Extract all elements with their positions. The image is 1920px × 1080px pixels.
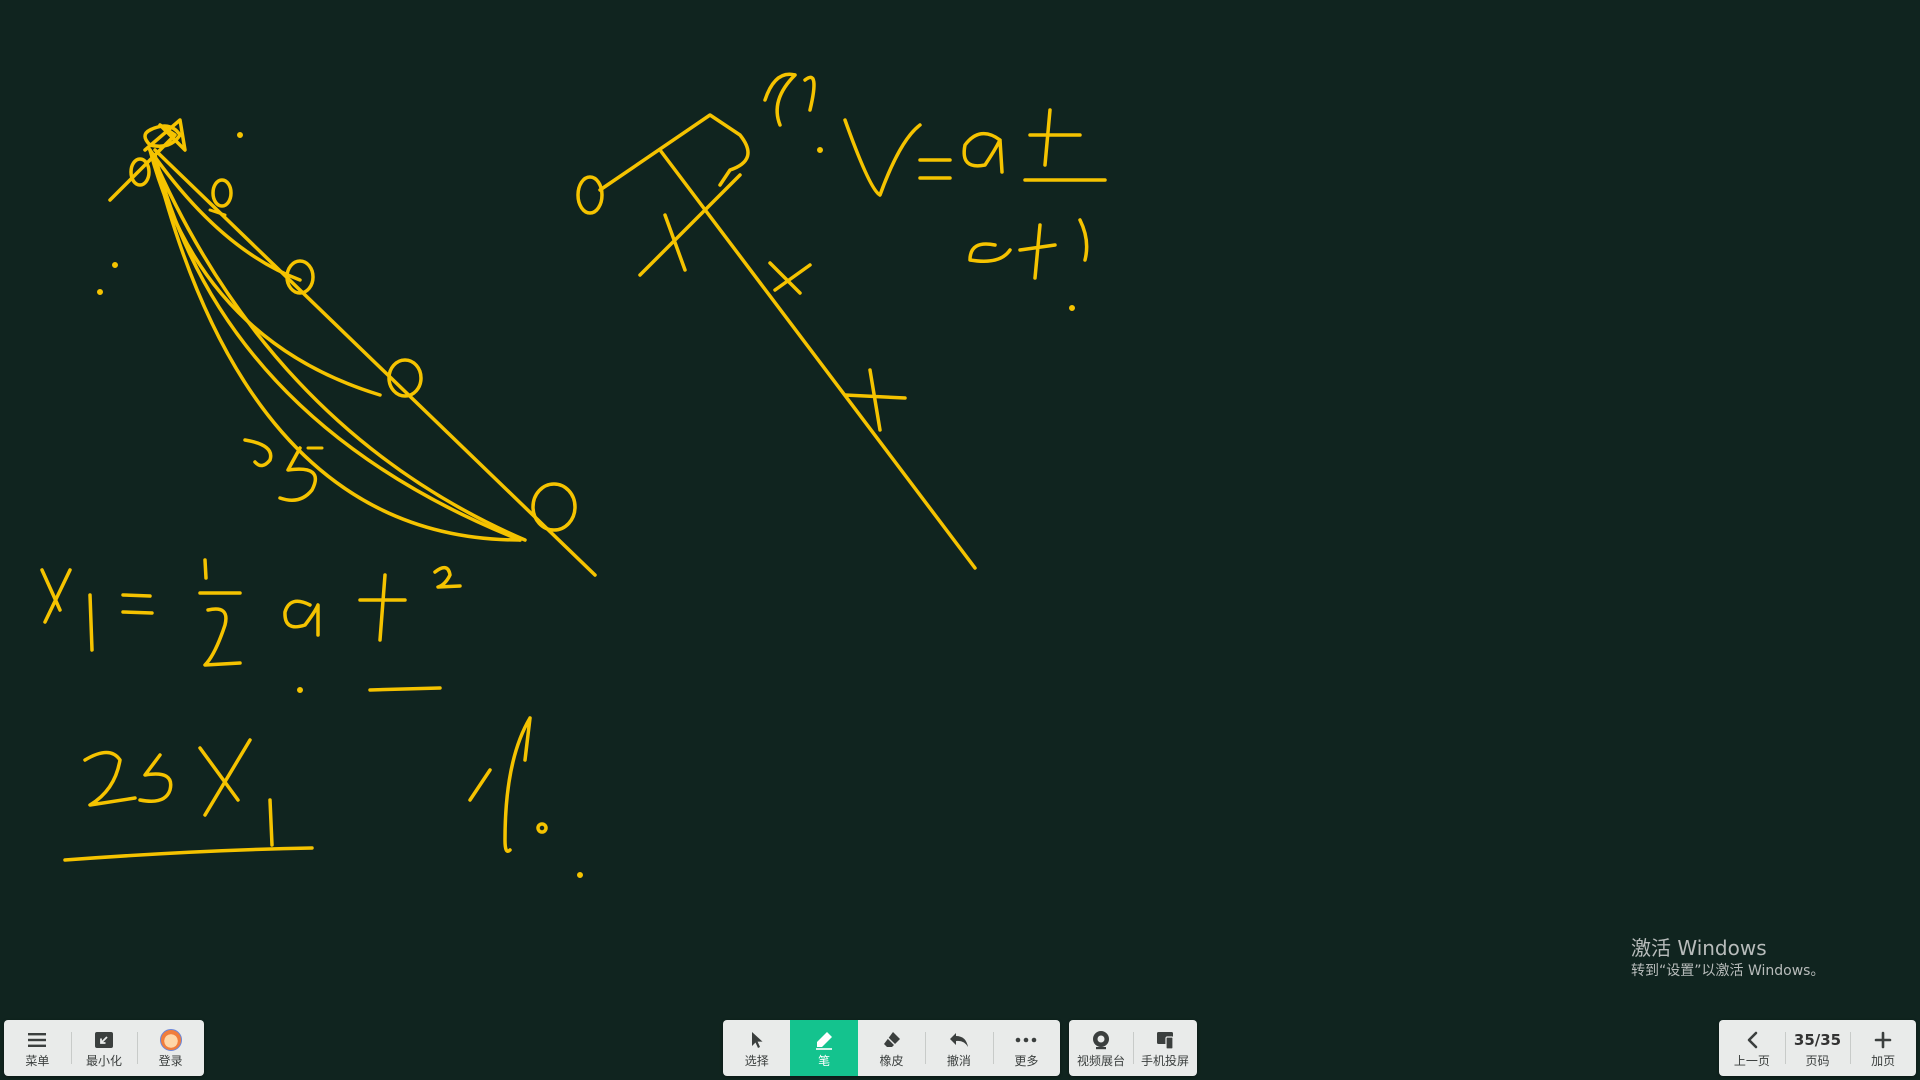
avatar bbox=[159, 1028, 182, 1051]
menu-label: 菜单 bbox=[25, 1053, 50, 1068]
eraser-icon bbox=[881, 1029, 903, 1051]
minimize-button[interactable]: 最小化 bbox=[70, 1020, 138, 1076]
pen-tool-button[interactable]: 笔 bbox=[790, 1020, 858, 1076]
main-toolbar: 菜单 最小化 登录 bbox=[4, 1020, 204, 1076]
windows-activation-watermark: 激活 Windows 转到“设置”以激活 Windows。 bbox=[1631, 935, 1824, 981]
watermark-subtitle: 转到“设置”以激活 Windows。 bbox=[1631, 963, 1825, 979]
eraser-tool-button[interactable]: 橡皮 bbox=[858, 1020, 925, 1076]
more-icon bbox=[1015, 1029, 1037, 1051]
camera-label: 视频展台 bbox=[1076, 1053, 1125, 1068]
watermark-title: 激活 Windows bbox=[1631, 936, 1767, 960]
chevron-left-icon bbox=[1741, 1029, 1763, 1051]
cursor-icon bbox=[746, 1029, 768, 1051]
undo-label: 撤消 bbox=[946, 1053, 971, 1068]
minimize-icon bbox=[93, 1029, 115, 1051]
pen-label: 笔 bbox=[818, 1053, 831, 1068]
formula-one-dot bbox=[468, 716, 548, 853]
incline-diagram-2 bbox=[576, 72, 1107, 570]
formula-x1 bbox=[40, 558, 462, 692]
pen-icon bbox=[813, 1029, 835, 1051]
select-tool-button[interactable]: 选择 bbox=[723, 1020, 790, 1076]
prev-page-button[interactable]: 上一页 bbox=[1719, 1020, 1785, 1076]
ink-dots bbox=[97, 132, 1075, 878]
select-label: 选择 bbox=[744, 1053, 769, 1068]
page-indicator: 35/35 bbox=[1793, 1030, 1842, 1049]
add-page-button[interactable]: 加页 bbox=[1850, 1020, 1916, 1076]
formula-25x1 bbox=[63, 738, 314, 862]
phone-cast-button[interactable]: 手机投屏 bbox=[1133, 1020, 1197, 1076]
minimize-label: 最小化 bbox=[86, 1053, 123, 1068]
menu-icon bbox=[26, 1029, 48, 1051]
menu-button[interactable]: 菜单 bbox=[4, 1020, 71, 1076]
page-label: 页码 bbox=[1805, 1053, 1830, 1068]
login-label: 登录 bbox=[158, 1053, 183, 1068]
more-label: 更多 bbox=[1014, 1053, 1039, 1068]
add-page-label: 加页 bbox=[1871, 1053, 1896, 1068]
undo-button[interactable]: 撤消 bbox=[925, 1020, 992, 1076]
camera-icon bbox=[1090, 1029, 1112, 1051]
camera-button[interactable]: 视频展台 bbox=[1069, 1020, 1133, 1076]
eraser-label: 橡皮 bbox=[879, 1053, 904, 1068]
pager-toolbar: 上一页 35/35 页码 加页 bbox=[1719, 1020, 1916, 1076]
more-button[interactable]: 更多 bbox=[992, 1020, 1060, 1076]
plus-icon bbox=[1872, 1029, 1894, 1051]
cast-label: 手机投屏 bbox=[1140, 1053, 1189, 1068]
phone-cast-icon bbox=[1154, 1029, 1176, 1051]
media-toolbar: 视频展台 手机投屏 bbox=[1069, 1020, 1197, 1076]
tool-toolbar: 选择 笔 橡皮 撤消 更多 bbox=[723, 1020, 1060, 1076]
page-number-button[interactable]: 35/35 页码 bbox=[1784, 1020, 1851, 1076]
login-button[interactable]: 登录 bbox=[137, 1020, 204, 1076]
prev-page-label: 上一页 bbox=[1733, 1053, 1770, 1068]
undo-icon bbox=[948, 1029, 970, 1051]
incline-diagram bbox=[108, 118, 597, 577]
